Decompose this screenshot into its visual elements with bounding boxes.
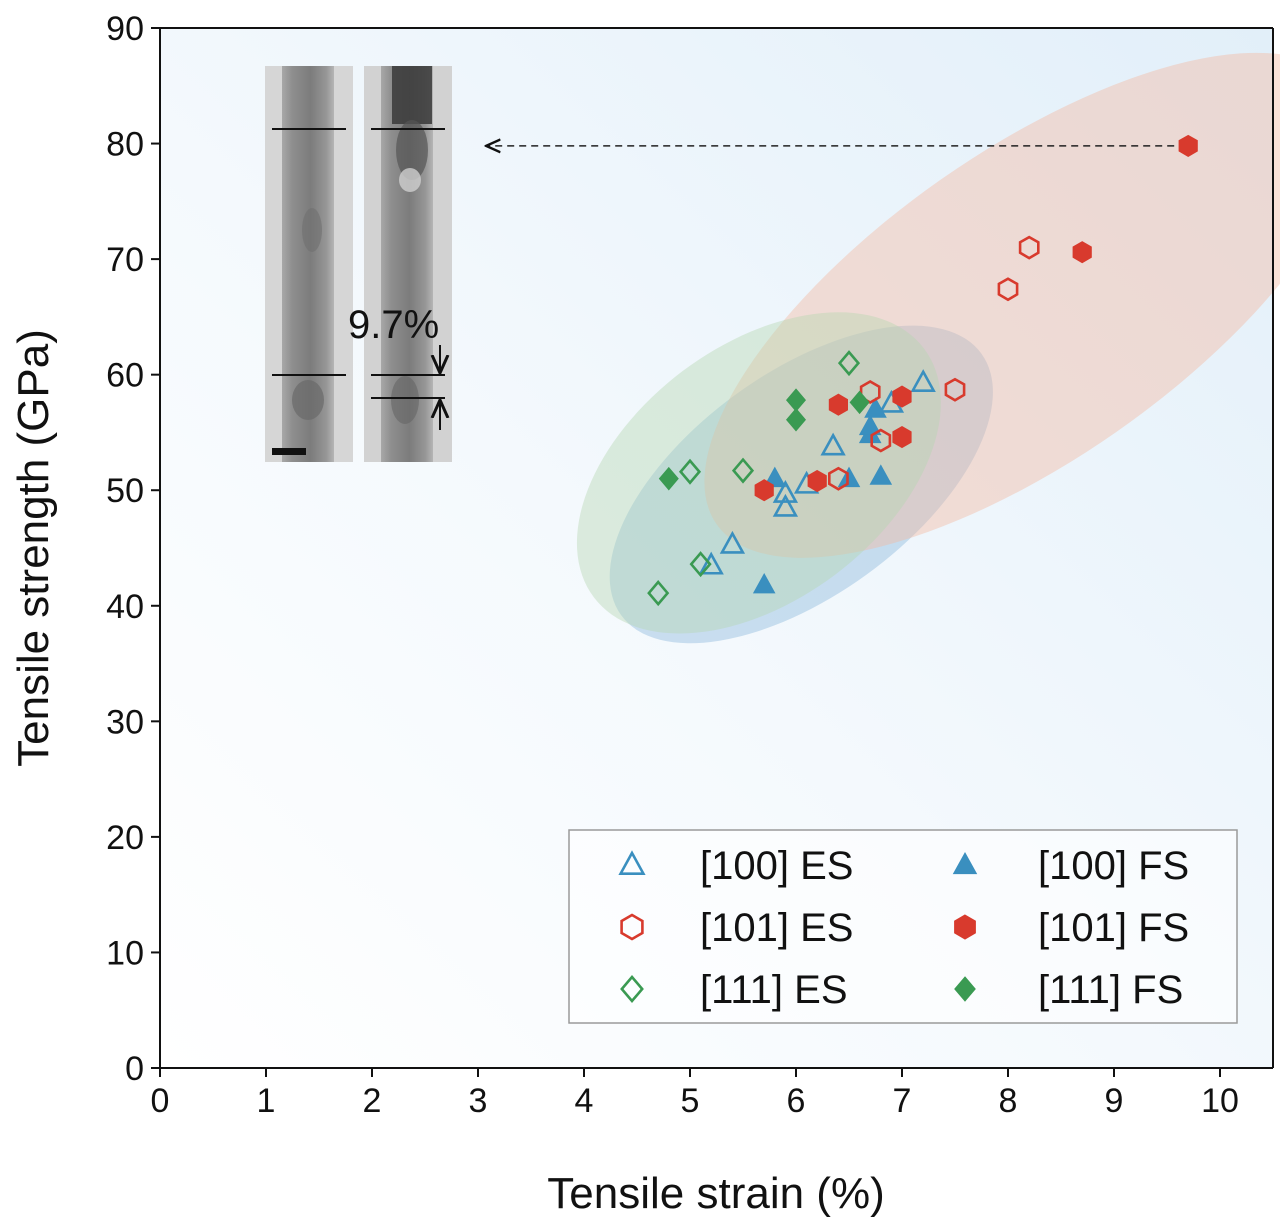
data-point xyxy=(752,572,776,594)
data-point xyxy=(754,479,774,502)
legend-marker xyxy=(954,914,976,940)
series-101-es xyxy=(828,235,1040,491)
series-100-fs xyxy=(752,397,893,594)
legend: [100] ES [101] ES [111] ES [100] FS [101] FS… xyxy=(568,829,1238,1024)
x-tick-label: 4 xyxy=(575,1082,594,1120)
data-point xyxy=(910,369,936,392)
x-tick-label: 1 xyxy=(257,1082,276,1120)
legend-label: [111] FS xyxy=(1038,968,1183,1012)
x-tick-label: 10 xyxy=(1201,1082,1239,1120)
data-point xyxy=(997,277,1019,302)
y-tick-label: 40 xyxy=(106,588,144,626)
legend-label: [100] ES xyxy=(700,844,853,888)
legend-label: [100] FS xyxy=(1038,844,1189,888)
data-point xyxy=(763,466,787,488)
x-tick-label: 5 xyxy=(681,1082,700,1120)
data-point xyxy=(772,480,799,503)
y-tick-label: 50 xyxy=(106,472,144,510)
x-axis-label: Tensile strain (%) xyxy=(547,1169,884,1218)
series-101-fs xyxy=(754,134,1198,502)
legend-label: [101] ES xyxy=(700,906,853,950)
data-point xyxy=(944,377,966,402)
data-point xyxy=(828,393,848,416)
x-tick-label: 7 xyxy=(893,1082,912,1120)
y-tick-label: 0 xyxy=(125,1050,144,1088)
strain-annotation-label: 9.7% xyxy=(348,303,439,347)
data-point xyxy=(658,466,679,491)
data-point xyxy=(859,379,881,404)
data-point xyxy=(807,469,827,493)
data-point xyxy=(785,407,807,432)
x-tick-label: 3 xyxy=(469,1082,488,1120)
y-tick-label: 80 xyxy=(106,126,144,164)
data-point xyxy=(689,551,712,578)
data-point xyxy=(820,432,846,456)
x-tick-label: 9 xyxy=(1105,1082,1124,1120)
y-axis-label: Tensile strength (GPa) xyxy=(9,329,58,767)
x-tick-label: 0 xyxy=(151,1082,170,1120)
legend-marker xyxy=(952,851,978,875)
x-tick-label: 8 xyxy=(999,1082,1018,1120)
data-point xyxy=(892,426,912,449)
data-point xyxy=(1072,241,1092,264)
data-point xyxy=(1178,134,1198,157)
y-tick-label: 90 xyxy=(106,10,144,48)
data-point xyxy=(731,457,755,484)
data-point xyxy=(849,390,870,415)
inset-panel-before xyxy=(265,66,353,462)
inset-micrographs: 9.7% xyxy=(265,66,452,462)
legend-marker xyxy=(620,913,644,941)
axes xyxy=(159,27,1274,1069)
series-111-fs xyxy=(658,388,870,491)
legend-label: [101] FS xyxy=(1038,906,1189,950)
legend-marker xyxy=(618,850,646,875)
data-point xyxy=(828,466,849,491)
data-point xyxy=(869,464,893,485)
data-point xyxy=(892,385,912,408)
x-tick-label: 2 xyxy=(363,1082,382,1120)
data-point xyxy=(858,414,882,436)
inset-panel-after xyxy=(364,66,452,462)
region-111 xyxy=(576,312,941,634)
data-point xyxy=(678,458,702,485)
legend-marker xyxy=(620,974,644,1004)
y-axis-ticks: 0 10 20 30 40 50 60 70 80 90 xyxy=(106,10,160,1088)
data-point xyxy=(1018,235,1040,260)
legend-box xyxy=(568,829,1238,1024)
data-point xyxy=(647,580,670,607)
x-tick-label: 6 xyxy=(787,1082,806,1120)
y-tick-label: 30 xyxy=(106,703,144,741)
legend-marker xyxy=(954,976,976,1002)
legend-label: [111] ES xyxy=(700,968,848,1012)
y-tick-label: 20 xyxy=(106,819,144,857)
data-point xyxy=(719,530,746,554)
data-point xyxy=(698,551,724,575)
data-point xyxy=(870,428,892,453)
y-tick-label: 10 xyxy=(106,934,144,972)
y-tick-label: 60 xyxy=(106,357,144,395)
y-tick-label: 70 xyxy=(106,241,144,279)
data-point xyxy=(772,493,799,517)
data-point xyxy=(785,388,807,412)
scale-bar xyxy=(272,448,306,455)
data-markers xyxy=(647,134,1198,607)
data-point xyxy=(837,350,861,377)
x-axis-ticks: 0 1 2 3 4 5 6 7 8 9 10 xyxy=(151,1068,1239,1120)
series-111-es xyxy=(647,350,861,607)
data-point xyxy=(837,466,861,488)
data-point xyxy=(864,397,887,418)
